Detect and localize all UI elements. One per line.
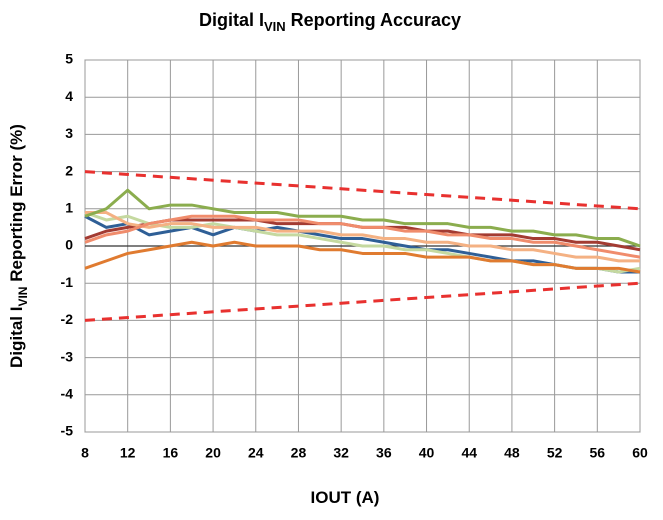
y-tick-label: 5 bbox=[65, 51, 73, 67]
x-tick-label: 36 bbox=[376, 445, 392, 461]
y-tick-label: 0 bbox=[65, 237, 73, 253]
x-tick-label: 40 bbox=[419, 445, 435, 461]
y-axis-label: Digital IVIN Reporting Error (%) bbox=[7, 124, 30, 368]
x-tick-label: 12 bbox=[120, 445, 136, 461]
x-tick-label: 52 bbox=[547, 445, 563, 461]
x-tick-label: 44 bbox=[461, 445, 477, 461]
x-tick-label: 48 bbox=[504, 445, 520, 461]
x-axis-label: IOUT (A) bbox=[311, 488, 380, 507]
chart-title: Digital IVIN Reporting Accuracy bbox=[199, 10, 461, 34]
y-tick-label: -5 bbox=[61, 423, 74, 439]
x-tick-label: 28 bbox=[291, 445, 307, 461]
y-tick-label: -2 bbox=[61, 311, 74, 327]
ylabel-part: Digital I bbox=[7, 307, 26, 368]
y-tick-label: -3 bbox=[61, 348, 74, 364]
y-tick-label: 1 bbox=[65, 200, 73, 216]
y-tick-label: 2 bbox=[65, 162, 73, 178]
series-line bbox=[85, 211, 640, 263]
x-tick-label: 32 bbox=[333, 445, 349, 461]
y-tick-label: 3 bbox=[65, 125, 73, 141]
x-tick-label: 16 bbox=[163, 445, 179, 461]
y-tick-label: -4 bbox=[61, 386, 74, 402]
limit-line bbox=[84, 281, 641, 322]
series-line bbox=[84, 188, 641, 248]
ylabel-part: Reporting Error (%) bbox=[7, 124, 26, 286]
y-tick-label: 4 bbox=[65, 88, 73, 104]
title-part: Reporting Accuracy bbox=[286, 10, 461, 30]
title-part: Digital I bbox=[199, 10, 264, 30]
x-tick-label: 24 bbox=[248, 445, 264, 461]
x-tick-label: 56 bbox=[590, 445, 606, 461]
limit-line bbox=[84, 170, 641, 211]
series-line bbox=[84, 214, 641, 259]
x-tick-label: 8 bbox=[81, 445, 89, 461]
title-subscript: VIN bbox=[264, 19, 286, 34]
y-tick-label: -1 bbox=[61, 274, 74, 290]
x-tick-label: 20 bbox=[205, 445, 221, 461]
ylabel-subscript: VIN bbox=[16, 287, 30, 307]
x-tick-label: 60 bbox=[632, 445, 648, 461]
series-line bbox=[84, 240, 641, 274]
